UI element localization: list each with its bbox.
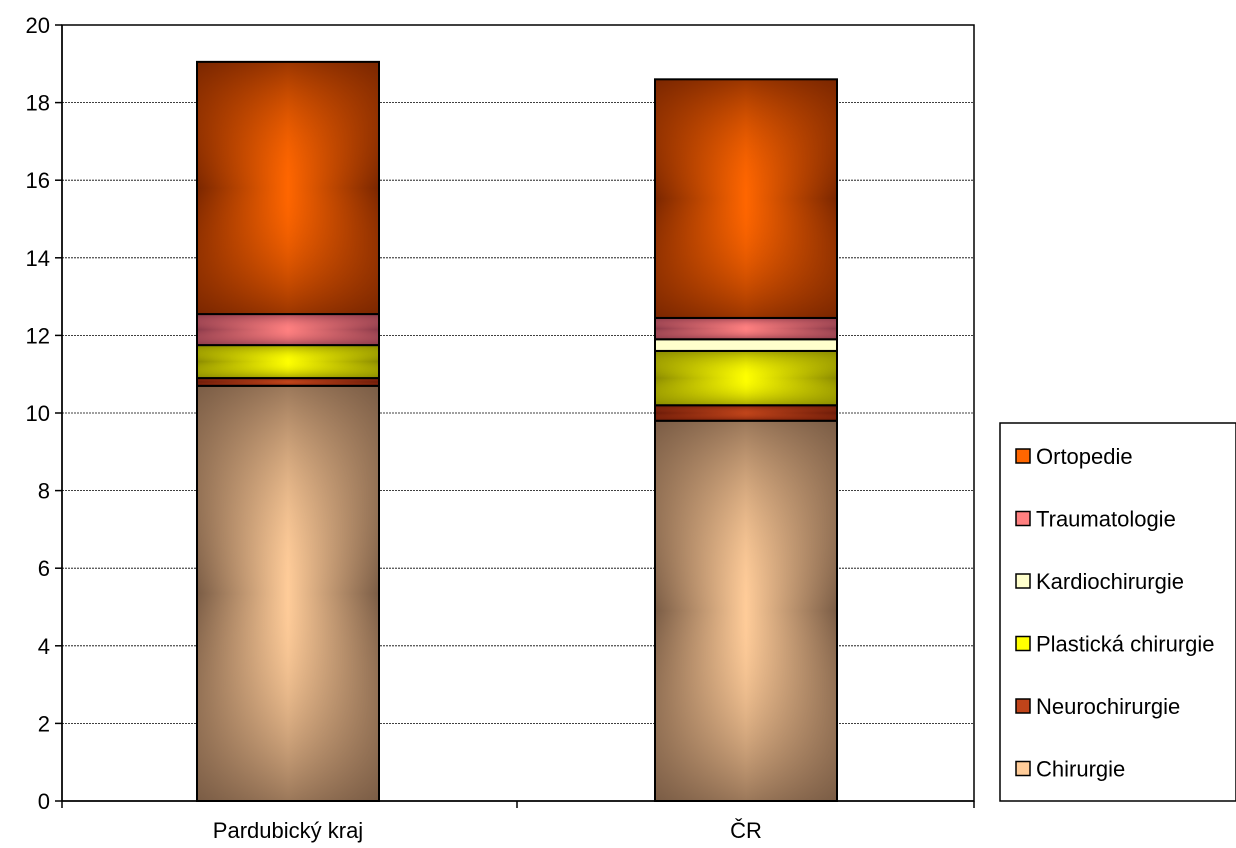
bar-segment-outline: [196, 60, 380, 316]
legend-swatch: [1015, 510, 1031, 527]
legend-label: Chirurgie: [1036, 757, 1125, 782]
bar-segment-outline: [654, 349, 838, 407]
legend-swatch: [1015, 760, 1031, 777]
bar-segment-outline: [654, 338, 838, 352]
legend: Ortopedie Traumatologie Kardiochirurgie Pla…: [999, 422, 1236, 802]
legend-label: Ortopedie: [1036, 444, 1133, 469]
bar-segment-outline: [654, 78, 838, 319]
bar-segment-outline: [196, 377, 380, 387]
legend-label: Plastická chirurgie: [1036, 632, 1215, 657]
y-tick-label: 4: [38, 634, 50, 659]
x-tick-label: Pardubický kraj: [213, 818, 363, 843]
y-tick-label: 18: [26, 91, 50, 116]
y-tick-label: 0: [38, 789, 50, 814]
legend-label: Traumatologie: [1036, 507, 1176, 532]
bar-segment-outline: [654, 404, 838, 422]
y-tick-label: 14: [26, 246, 50, 271]
legend-swatch: [1015, 573, 1031, 589]
bar-segment-outline: [196, 313, 380, 347]
y-tick-label: 10: [26, 401, 50, 426]
y-tick-label: 6: [38, 556, 50, 581]
legend-swatch: [1015, 698, 1031, 714]
y-tick-label: 2: [38, 711, 50, 736]
legend-swatch: [1015, 635, 1031, 652]
bar-segment-outline: [196, 344, 380, 380]
legend-label: Neurochirurgie: [1036, 694, 1180, 719]
legend-swatch: [1015, 448, 1031, 464]
legend-label: Kardiochirurgie: [1036, 569, 1184, 594]
bars: [196, 60, 838, 802]
legend-box: [999, 422, 1236, 802]
bar-segment-outline: [196, 384, 380, 802]
bar-segment-outline: [654, 316, 838, 341]
y-tick-label: 12: [26, 323, 50, 348]
bar-segment-outline: [654, 419, 838, 802]
y-tick-label: 16: [26, 168, 50, 193]
x-tick-label: ČR: [730, 818, 762, 843]
y-tick-label: 20: [26, 13, 50, 38]
y-tick-label: 8: [38, 479, 50, 504]
axes: 0 2 4 6 8 10 12 14 16 18 20 Pardubický kraj ČR: [26, 13, 975, 843]
